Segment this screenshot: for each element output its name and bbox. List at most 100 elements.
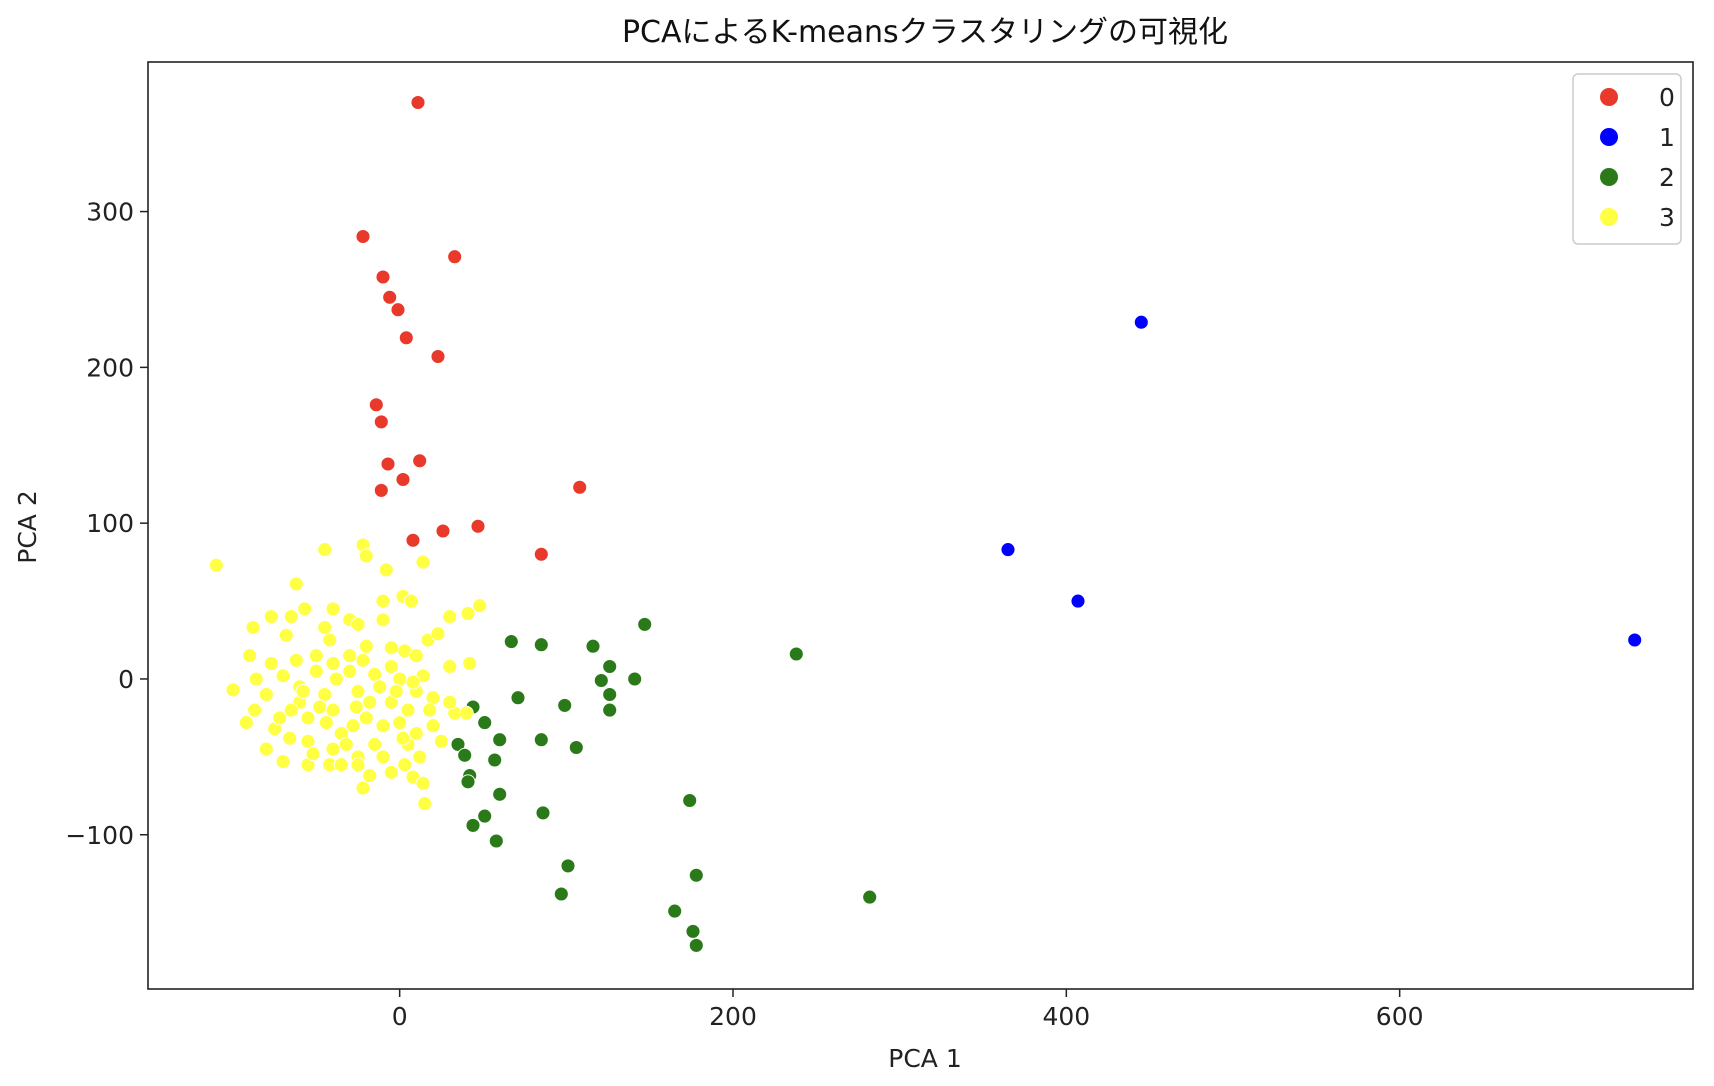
point-cluster-3 [312, 699, 328, 715]
legend-marker-1 [1600, 128, 1618, 146]
x-axis-label: PCA 1 [888, 1044, 962, 1073]
point-cluster-3 [472, 598, 488, 614]
point-cluster-3 [305, 746, 321, 762]
point-cluster-3 [248, 671, 264, 687]
legend-label-1: 1 [1659, 123, 1675, 152]
point-cluster-2 [510, 690, 526, 706]
point-cluster-3 [355, 652, 371, 668]
legend-marker-2 [1600, 168, 1618, 186]
point-cluster-3 [308, 663, 324, 679]
point-cluster-2 [457, 747, 473, 763]
point-cluster-3 [283, 609, 299, 625]
point-cluster-3 [348, 699, 364, 715]
point-cluster-3 [412, 749, 428, 765]
point-cluster-3 [388, 683, 404, 699]
point-cluster-3 [263, 655, 279, 671]
points-layer [208, 95, 1643, 953]
legend-label-0: 0 [1659, 83, 1675, 112]
point-cluster-3 [408, 648, 424, 664]
point-cluster-2 [488, 833, 504, 849]
point-cluster-3 [430, 626, 446, 642]
legend-marker-0 [1600, 88, 1618, 106]
point-cluster-3 [317, 542, 333, 558]
point-cluster-3 [345, 718, 361, 734]
point-cluster-2 [667, 903, 683, 919]
x-tick-label: 200 [709, 1002, 757, 1031]
y-tick-label: 300 [86, 198, 134, 227]
point-cluster-2 [477, 808, 493, 824]
point-cluster-3 [297, 601, 313, 617]
point-cluster-3 [383, 764, 399, 780]
y-tick-label: 0 [118, 665, 134, 694]
point-cluster-0 [375, 269, 391, 285]
point-cluster-2 [602, 702, 618, 718]
point-cluster-3 [367, 736, 383, 752]
point-cluster-3 [417, 796, 433, 812]
point-cluster-3 [400, 702, 416, 718]
point-cluster-3 [272, 710, 288, 726]
point-cluster-1 [1070, 593, 1086, 609]
point-cluster-2 [492, 732, 508, 748]
point-cluster-2 [503, 634, 519, 650]
point-cluster-0 [398, 330, 414, 346]
point-cluster-0 [373, 482, 389, 498]
point-cluster-3 [415, 775, 431, 791]
point-cluster-3 [342, 663, 358, 679]
point-cluster-2 [535, 805, 551, 821]
point-cluster-3 [362, 694, 378, 710]
y-tick-label: 100 [86, 509, 134, 538]
point-cluster-3 [325, 601, 341, 617]
point-cluster-3 [258, 741, 274, 757]
point-cluster-3 [422, 702, 438, 718]
point-cluster-0 [382, 289, 398, 305]
point-cluster-2 [585, 638, 601, 654]
point-cluster-2 [688, 867, 704, 883]
point-cluster-0 [390, 302, 406, 318]
x-tick-label: 600 [1376, 1002, 1424, 1031]
point-cluster-3 [397, 757, 413, 773]
point-cluster-3 [392, 715, 408, 731]
point-cluster-3 [362, 768, 378, 784]
point-cluster-0 [373, 414, 389, 430]
point-cluster-3 [308, 648, 324, 664]
point-cluster-3 [300, 733, 316, 749]
point-cluster-2 [568, 740, 584, 755]
point-cluster-3 [375, 749, 391, 765]
point-cluster-3 [275, 668, 291, 684]
point-cluster-2 [533, 637, 549, 653]
point-cluster-3 [350, 683, 366, 699]
point-cluster-2 [682, 793, 698, 808]
point-cluster-3 [462, 655, 478, 671]
point-cluster-2 [637, 616, 653, 632]
point-cluster-3 [350, 616, 366, 632]
point-cluster-3 [242, 648, 258, 664]
point-cluster-0 [368, 397, 384, 413]
point-cluster-3 [282, 730, 298, 746]
point-cluster-2 [627, 671, 643, 687]
point-cluster-3 [372, 679, 388, 695]
y-tick-label: 200 [86, 353, 134, 382]
point-cluster-0 [405, 532, 421, 548]
point-cluster-2 [460, 774, 476, 790]
point-cluster-2 [788, 646, 804, 662]
point-cluster-3 [318, 715, 334, 731]
point-cluster-2 [465, 817, 481, 833]
point-cluster-3 [408, 726, 424, 741]
point-cluster-3 [325, 655, 341, 671]
point-cluster-3 [405, 674, 421, 690]
point-cluster-3 [245, 620, 261, 635]
point-cluster-0 [572, 479, 588, 495]
point-cluster-0 [355, 229, 371, 244]
point-cluster-3 [375, 612, 391, 628]
y-axis: −100 0 100 200 300 [65, 198, 148, 850]
point-cluster-3 [375, 593, 391, 609]
point-cluster-2 [602, 687, 618, 702]
point-cluster-3 [328, 671, 344, 687]
point-cluster-3 [283, 702, 299, 718]
chart-title: PCAによるK-meansクラスタリングの可視化 [622, 15, 1228, 50]
legend: 0 1 2 3 [1572, 73, 1682, 245]
point-cluster-3 [358, 638, 374, 654]
point-cluster-3 [458, 705, 474, 721]
x-axis: 0 200 400 600 [392, 989, 1424, 1031]
point-cluster-3 [247, 702, 263, 718]
